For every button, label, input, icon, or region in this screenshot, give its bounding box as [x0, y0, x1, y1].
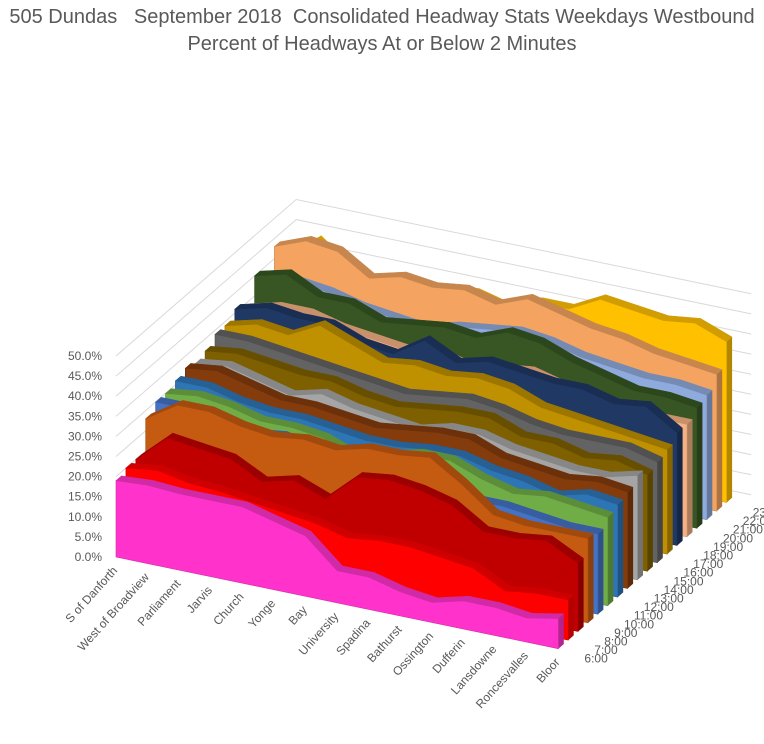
- series-label: 11:00: [634, 609, 663, 623]
- y-tick-label: 35.0%: [68, 409, 102, 423]
- y-tick-label: 5.0%: [75, 530, 103, 544]
- area-side-face: [598, 529, 604, 615]
- area-side-face: [677, 428, 683, 546]
- area-top-face: [526, 613, 565, 619]
- area-side-face: [588, 533, 594, 623]
- series-label: 14:00: [664, 583, 694, 597]
- y-tick-label: 25.0%: [68, 450, 102, 464]
- y-tick-label: 10.0%: [68, 510, 102, 524]
- area-side-face: [647, 470, 653, 572]
- category-label: Church: [210, 590, 246, 628]
- series-label: 23:00: [753, 506, 764, 520]
- area-side-face: [716, 369, 723, 512]
- series-label: 10:00: [624, 617, 654, 631]
- series-label: 13:00: [654, 592, 684, 606]
- y-tick-label: 0.0%: [75, 550, 103, 564]
- category-label: Dufferin: [429, 636, 467, 676]
- y-tick-label: 45.0%: [68, 369, 102, 383]
- series-label: 12:00: [644, 600, 674, 614]
- area-side-face: [617, 499, 624, 598]
- area-front-face: [115, 480, 559, 650]
- area-side-face: [726, 337, 733, 503]
- series-label: 15:00: [674, 574, 704, 588]
- area-side-face: [637, 470, 643, 580]
- gridline: [115, 219, 752, 377]
- category-label: Yonge: [245, 596, 278, 631]
- series-label: 9:00: [614, 626, 638, 640]
- area-side-face: [706, 390, 713, 520]
- y-tick-label: 50.0%: [68, 349, 102, 363]
- series-label: 21:00: [733, 523, 763, 537]
- category-label: Jarvis: [184, 583, 215, 616]
- y-tick-label: 20.0%: [68, 470, 102, 484]
- gridline: [115, 198, 752, 357]
- series-label: 22:00: [743, 514, 764, 528]
- area-side-face: [667, 444, 673, 555]
- y-tick-label: 15.0%: [68, 490, 102, 504]
- category-label: Bay: [286, 603, 310, 628]
- chart-title-line1: 505 Dundas September 2018 Consolidated H…: [9, 6, 755, 28]
- area-side-face: [568, 595, 574, 641]
- y-tick-label: 40.0%: [68, 389, 102, 403]
- series-label: 8:00: [604, 635, 628, 649]
- category-label: Bloor: [533, 655, 562, 685]
- area-side-face: [687, 419, 693, 537]
- y-tick-label: 30.0%: [68, 429, 102, 443]
- area-side-face: [607, 512, 614, 606]
- area-side-face: [657, 457, 663, 563]
- series-label: 19:00: [713, 540, 743, 554]
- series-area: [115, 475, 565, 650]
- series-label: 20:00: [723, 531, 753, 545]
- chart-title: 505 Dundas September 2018 Consolidated H…: [0, 4, 764, 58]
- series-label: 18:00: [703, 549, 733, 563]
- series-label: 17:00: [693, 557, 723, 571]
- series-label: 16:00: [683, 566, 713, 580]
- area-side-face: [627, 487, 634, 589]
- series-areas: [115, 235, 733, 650]
- series-label: 6:00: [584, 652, 608, 666]
- chart-subtitle: Percent of Headways At or Below 2 Minute…: [187, 33, 577, 55]
- series-label: 7:00: [594, 643, 618, 657]
- area-side-face: [697, 403, 703, 529]
- area-side-face: [558, 613, 564, 649]
- area-side-face: [578, 558, 584, 632]
